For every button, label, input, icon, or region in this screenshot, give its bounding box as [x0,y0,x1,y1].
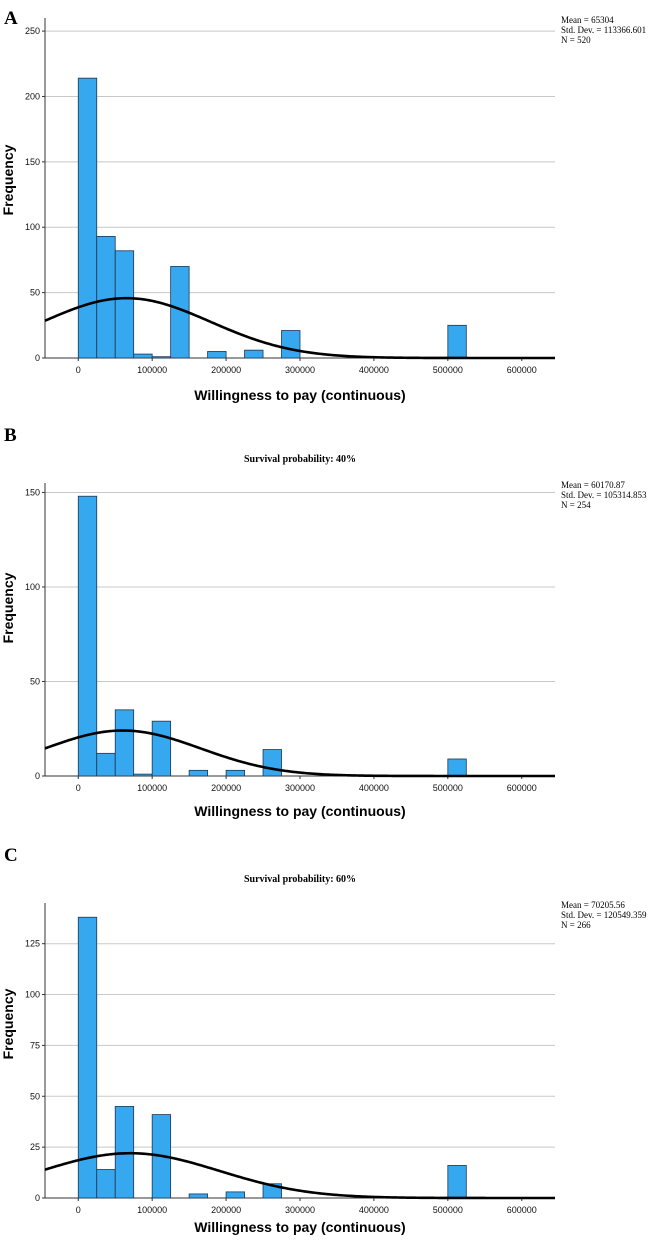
x-tick-label: 100000 [137,783,167,793]
y-tick-label: 100 [25,990,40,1000]
y-tick-label: 50 [30,676,40,686]
y-tick-label: 0 [35,771,40,781]
histogram-bar [262,749,282,777]
x-tick-label: 400000 [359,365,389,375]
stats-line: N = 520 [561,35,591,45]
histogram-bar [281,330,301,359]
histogram-bar [188,1193,209,1199]
histogram-bar [447,324,467,359]
x-tick-label: 300000 [285,1205,315,1215]
panel-letter: C [4,845,18,866]
y-tick-label: 150 [25,487,40,497]
y-tick-label: 100 [25,222,40,232]
histogram-bar [96,235,116,359]
x-tick-label: 500000 [433,1205,463,1215]
y-axis-label: Frequency [0,572,16,643]
y-tick-label: 250 [25,26,40,36]
histogram-bar [96,1169,116,1199]
y-axis-label: Frequency [0,988,16,1059]
y-tick-label: 100 [25,582,40,592]
y-tick-label: 125 [25,939,40,949]
stats-line: Std. Dev. = 105314.853 [561,490,647,500]
x-tick-label: 100000 [137,1205,167,1215]
histogram-bar [225,1191,245,1199]
x-tick-label: 0 [76,365,81,375]
y-axis-label: Frequency [0,144,16,215]
histogram-panel-b: B Survival probability: 40% 0 50 100 150 0 1000… [0,425,647,819]
histogram-bar [133,353,153,359]
y-tick-label: 0 [35,353,40,363]
chart-title: Survival probability: 40% [244,454,356,465]
x-tick-label: 600000 [507,783,537,793]
chart-title: Survival probability: 60% [244,874,356,885]
y-tick-label: 0 [35,1193,40,1203]
y-tick-label: 25 [30,1142,40,1152]
histogram-bar [96,752,116,777]
x-tick-label: 200000 [211,365,241,375]
histogram-bar [114,250,135,359]
histogram-bar [447,1165,467,1199]
histogram-bar [151,356,172,359]
stats-line: N = 266 [561,920,591,930]
y-tick-label: 200 [25,91,40,101]
x-tick-label: 400000 [359,783,389,793]
x-tick-label: 500000 [433,783,463,793]
y-tick-label: 50 [30,288,40,298]
y-tick-label: 75 [30,1040,40,1050]
stats-line: Mean = 65304 [561,15,614,25]
x-tick-label: 100000 [137,365,167,375]
x-tick-label: 600000 [507,365,537,375]
stats-line: Std. Dev. = 120549.359 [561,910,647,920]
stats-line: Mean = 60170.87 [561,480,625,490]
normal-curve [44,1151,555,1200]
histogram-bar [225,769,245,777]
histogram-bar [207,351,227,359]
x-tick-label: 200000 [211,783,241,793]
histogram-bar [133,773,153,777]
stats-line: N = 254 [561,500,591,510]
histogram-bar [77,77,98,359]
x-tick-label: 300000 [285,365,315,375]
histogram-bar [151,720,172,777]
normal-curve [44,729,555,778]
histogram-bar [244,349,264,359]
x-tick-label: 400000 [359,1205,389,1215]
normal-curve [44,296,555,360]
stats-line: Std. Dev. = 113366.601 [561,25,646,35]
panel-letter: A [4,8,18,29]
histogram-bar [77,916,98,1199]
histogram-bar [77,495,98,777]
histogram-bar [447,758,467,777]
x-axis-label: Willingness to pay (continuous) [194,1219,405,1235]
histogram-bar [188,769,209,777]
x-tick-label: 600000 [507,1205,537,1215]
histogram-panel-a: A 0 50 100 150 200 250 0 100000 200000 300000 40000… [0,8,646,403]
x-tick-label: 300000 [285,783,315,793]
histogram-bar [114,709,135,777]
y-tick-label: 150 [25,157,40,167]
x-tick-label: 0 [76,783,81,793]
x-axis-label: Willingness to pay (continuous) [194,387,405,403]
x-tick-label: 0 [76,1205,81,1215]
histogram-panel-c: C Survival probability: 60% 0 25 50 75 100 125 0… [0,845,647,1235]
x-tick-label: 500000 [433,365,463,375]
x-tick-label: 200000 [211,1205,241,1215]
y-tick-label: 50 [30,1091,40,1101]
stats-line: Mean = 70205.56 [561,900,625,910]
x-axis-label: Willingness to pay (continuous) [194,803,405,819]
panel-letter: B [4,425,17,446]
